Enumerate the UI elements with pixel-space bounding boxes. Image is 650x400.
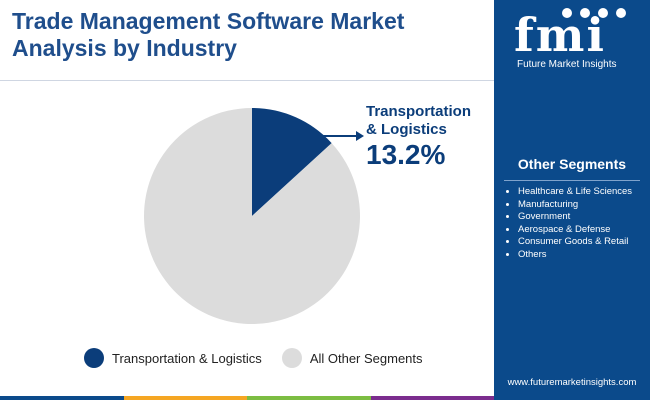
other-segments-list: Healthcare & Life Sciences Manufacturing…	[504, 186, 650, 262]
callout-label-line1: Transportation	[366, 103, 472, 120]
legend-swatch-others	[281, 348, 302, 368]
pie-slice-others	[144, 108, 360, 324]
page-title: Trade Management Software Market Analysi…	[12, 8, 405, 61]
callout-label: Transportation & Logistics	[366, 103, 471, 139]
legend-label-others: All Other Segments	[309, 350, 423, 366]
bottom-color-bar	[0, 396, 494, 400]
callout-label-line2: & Logistics	[366, 121, 447, 138]
stripe-2	[123, 396, 247, 400]
logo-letters: fmi	[514, 8, 606, 62]
other-segments-heading: Other Segments	[517, 156, 627, 172]
stripe-1	[0, 396, 124, 400]
callout-arrow-head	[356, 131, 364, 141]
pie-slices	[144, 108, 360, 324]
callout-value: 13.2%	[366, 139, 446, 170]
fmi-logo: fmi Future Market Insights	[494, 0, 650, 80]
segment-item: Consumer Goods & Retail	[518, 236, 650, 249]
chart-legend: Transportation & Logistics All Other Seg…	[84, 348, 443, 368]
legend-label-transportation: Transportation & Logistics	[112, 350, 262, 366]
stripe-3	[247, 396, 371, 400]
other-segments-divider	[504, 180, 640, 181]
segment-item: Others	[518, 249, 650, 262]
logo-caption: Future Market Insights	[517, 59, 617, 70]
logo-icons	[562, 8, 626, 18]
segment-item: Manufacturing	[518, 199, 650, 212]
callout-arrow	[318, 131, 364, 141]
legend-item-others: All Other Segments	[281, 348, 423, 368]
legend-swatch-transportation	[84, 348, 104, 368]
stripe-4	[370, 396, 494, 400]
title-divider	[0, 80, 494, 81]
legend-item-transportation: Transportation & Logistics	[84, 348, 262, 368]
segment-item: Government	[518, 211, 650, 224]
pie-slice-transportation	[252, 108, 332, 216]
pie-chart	[144, 108, 364, 324]
sidebar: fmi Future Market Insights Other Segment…	[494, 0, 650, 400]
website-url: www.futuremarketinsights.com	[507, 377, 637, 388]
segment-item: Aerospace & Defense	[518, 224, 650, 237]
segment-item: Healthcare & Life Sciences	[518, 186, 650, 199]
